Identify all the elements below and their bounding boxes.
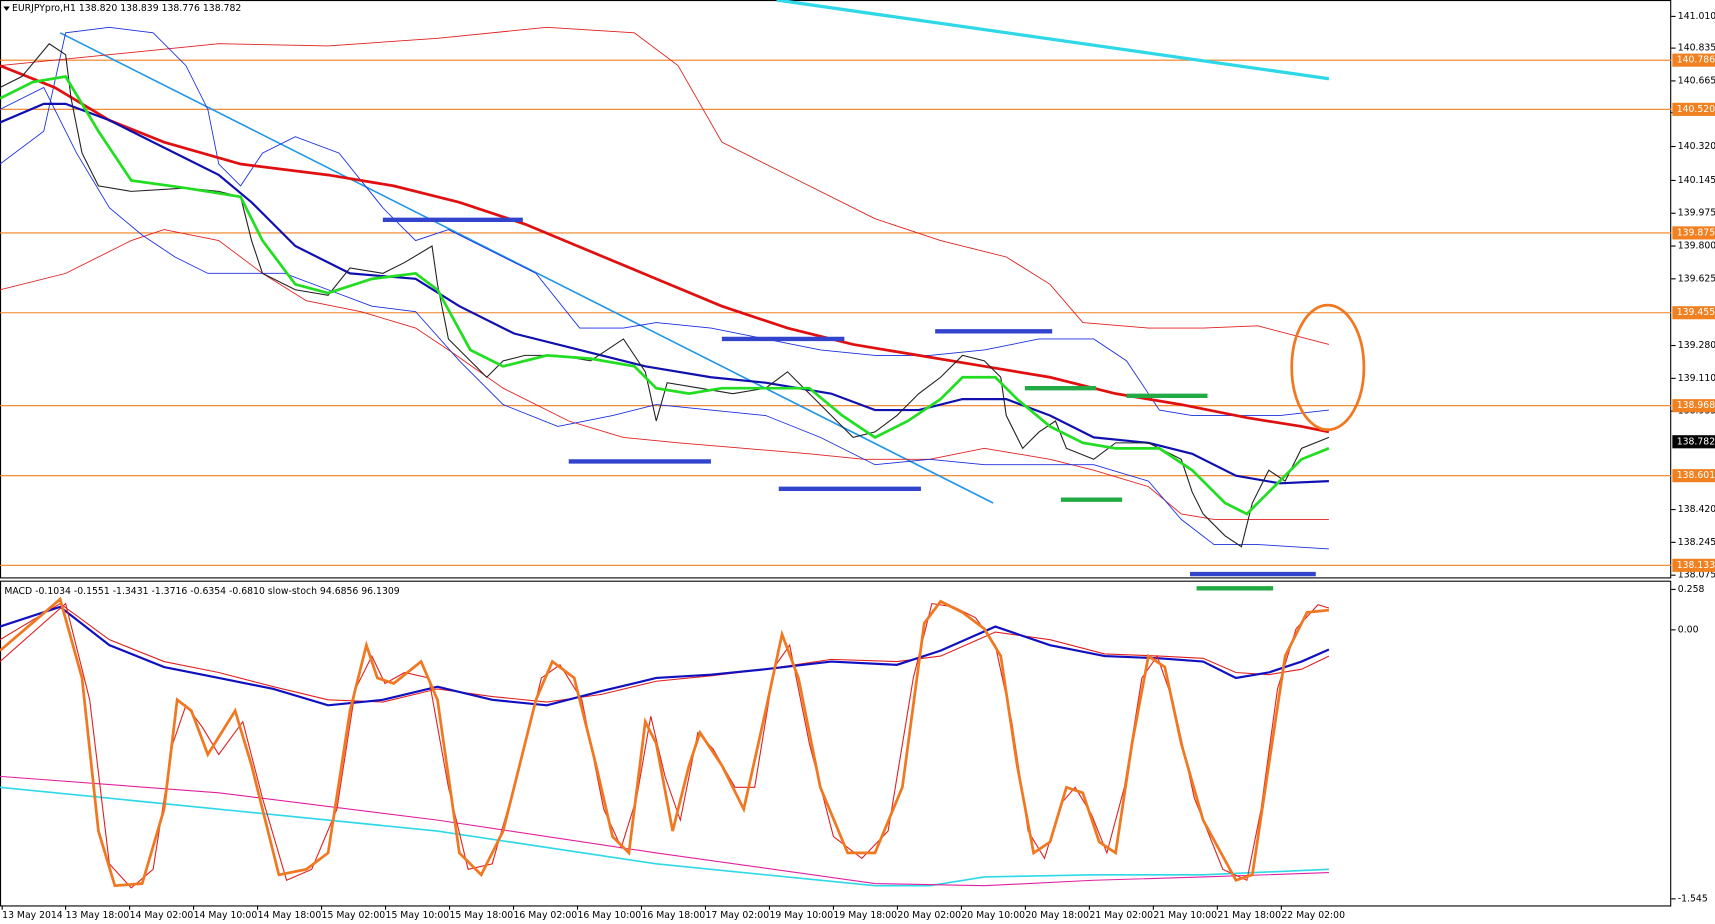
time-label: 21 May 02:00: [1089, 910, 1153, 921]
ma-mid: [0, 102, 1329, 485]
time-label: 19 May 10:00: [769, 910, 833, 921]
level-box: [1672, 306, 1715, 320]
price-tick-label: 138.075: [1678, 570, 1715, 581]
time-label: 14 May 18:00: [258, 910, 322, 921]
level-label: 138.601: [1677, 470, 1715, 481]
level-label: 138.133: [1677, 560, 1715, 571]
time-label: 16 May 10:00: [578, 910, 642, 921]
blue-trendline: [59, 32, 994, 504]
time-label: 16 May 02:00: [514, 910, 578, 921]
price-tick-label: 140.665: [1678, 75, 1715, 86]
level-label: 139.875: [1677, 227, 1715, 238]
price-tick-label: 139.625: [1678, 273, 1715, 284]
time-label: 17 May 02:00: [705, 910, 769, 921]
price-axis: 141.010140.835140.665140.490140.320140.1…: [1671, 11, 1715, 904]
price-tick-label: 140.145: [1678, 175, 1715, 186]
indicator-scale-label: 0.258: [1678, 584, 1705, 595]
sub-window: [0, 580, 1672, 907]
outer-band-lower: [0, 229, 1329, 520]
level-box: [1672, 558, 1715, 572]
outer-band-upper: [0, 26, 1330, 345]
level-box: [1672, 469, 1715, 483]
bollinger-upper: [0, 26, 1329, 416]
bollinger-lower: [0, 86, 1329, 550]
level-lines: [0, 59, 1672, 566]
level-label: 140.786: [1677, 55, 1715, 66]
price-tick-label: 140.835: [1678, 43, 1715, 54]
time-label: 13 May 18:00: [66, 910, 130, 921]
level-label: 140.520: [1677, 104, 1715, 115]
current-price-box: [1672, 435, 1715, 449]
time-label: 14 May 02:00: [130, 910, 194, 921]
level-box: [1672, 102, 1715, 116]
indicator-scale-label: 0.00: [1678, 624, 1699, 635]
time-label: 15 May 02:00: [322, 910, 386, 921]
price-tick-label: 141.010: [1678, 11, 1715, 22]
magenta-indicator: [0, 775, 1329, 887]
macd-main: [0, 605, 1330, 707]
time-label: 15 May 18:00: [450, 910, 514, 921]
cyan-trendline: [776, 0, 1330, 81]
time-label: 13 May 2014: [2, 910, 63, 921]
price-candles: [0, 43, 1330, 548]
cyan-indicator: [0, 786, 1329, 887]
indicator-scale-label: -1.545: [1678, 893, 1708, 904]
time-label: 21 May 18:00: [1217, 910, 1281, 921]
time-label: 20 May 18:00: [1025, 910, 1089, 921]
time-axis: 13 May 2014 13 May 18:00 14 May 02:00 14 Ma…: [1, 905, 1345, 921]
level-box: [1672, 226, 1715, 240]
menu-arrow[interactable]: [3, 6, 10, 11]
time-label: 14 May 10:00: [194, 910, 258, 921]
green-marks: [1024, 386, 1274, 591]
time-label: 20 May 02:00: [897, 910, 961, 921]
time-label: 16 May 18:00: [641, 910, 705, 921]
level-label: 138.968: [1677, 400, 1715, 411]
level-box: [1672, 399, 1715, 413]
price-tick-label: 139.800: [1678, 241, 1715, 252]
level-box: [1672, 53, 1715, 67]
symbol-info: EURJPYpro,H1 138.820 138.839 138.776 138…: [12, 3, 241, 14]
time-label: 19 May 18:00: [833, 910, 897, 921]
time-label: 20 May 10:00: [961, 910, 1025, 921]
support-resistance-marks: [382, 217, 1316, 577]
ma-slow: [0, 64, 1330, 434]
level-label: 139.455: [1677, 307, 1715, 318]
time-label: 21 May 10:00: [1153, 910, 1217, 921]
ma-fast: [0, 75, 1330, 516]
time-label: 15 May 10:00: [386, 910, 450, 921]
price-tick-label: 140.320: [1678, 141, 1715, 152]
price-tick-label: 139.110: [1678, 373, 1715, 384]
current-price: 138.782: [1677, 436, 1715, 447]
stoch-main: [0, 596, 1330, 888]
highlight-ellipse: [1290, 303, 1366, 432]
price-tick-label: 138.245: [1678, 537, 1715, 548]
price-tick-label: 139.975: [1678, 208, 1715, 219]
indicator-info: MACD -0.1034 -0.1551 -1.3431 -1.3716 -0.…: [4, 586, 399, 597]
price-tick-label: 138.420: [1678, 504, 1715, 515]
price-tick-label: 139.280: [1678, 340, 1715, 351]
time-label: 22 May 02:00: [1281, 910, 1345, 921]
